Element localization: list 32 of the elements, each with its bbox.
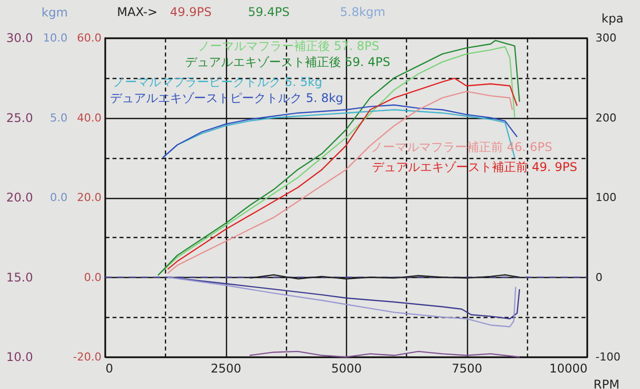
- y3-tick-label: 10.0: [43, 32, 68, 44]
- y3-tick-label: 0.0: [50, 191, 68, 204]
- x-tick-label: 2500: [210, 362, 242, 376]
- text: 10.0: [6, 350, 33, 364]
- y-tick-label: 40.0: [77, 111, 102, 124]
- text: 59.4PS: [248, 5, 290, 19]
- text: 49.9PS: [170, 5, 212, 19]
- y-tick-label: 20.0: [77, 191, 102, 204]
- text: 25.0: [6, 110, 33, 125]
- y2-tick-label: 300: [596, 32, 616, 44]
- text: 5.8kgm: [340, 5, 386, 19]
- x-axis-title: RPM: [594, 378, 620, 389]
- text: 30.0: [6, 31, 33, 45]
- x-tick-label: 7500: [452, 362, 482, 376]
- text: 20.0: [6, 190, 33, 204]
- y2-tick-label: -100: [596, 350, 620, 364]
- y-tick-label: 60.0: [77, 32, 102, 44]
- text: デュアルエキゾースト補正前 49. 9PS: [372, 160, 578, 174]
- text: MAX->: [117, 5, 158, 19]
- y2-axis-title: kpa: [602, 12, 624, 26]
- x-tick-label: 5000: [331, 362, 362, 376]
- y2-tick-label: 100: [596, 191, 616, 204]
- y3-tick-label: 5.0: [50, 111, 68, 124]
- y3-axis-title: kgm: [42, 6, 68, 20]
- y2-tick-label: 0: [596, 270, 602, 284]
- text: 15.0: [6, 270, 33, 284]
- line-series: [167, 276, 516, 328]
- y-tick-label: 0.0: [84, 270, 102, 284]
- x-tick-label: 0: [106, 362, 114, 376]
- y-tick-label: -20.0: [73, 350, 102, 364]
- y2-tick-label: 200: [596, 111, 616, 124]
- x-tick-label: 10000: [549, 362, 588, 376]
